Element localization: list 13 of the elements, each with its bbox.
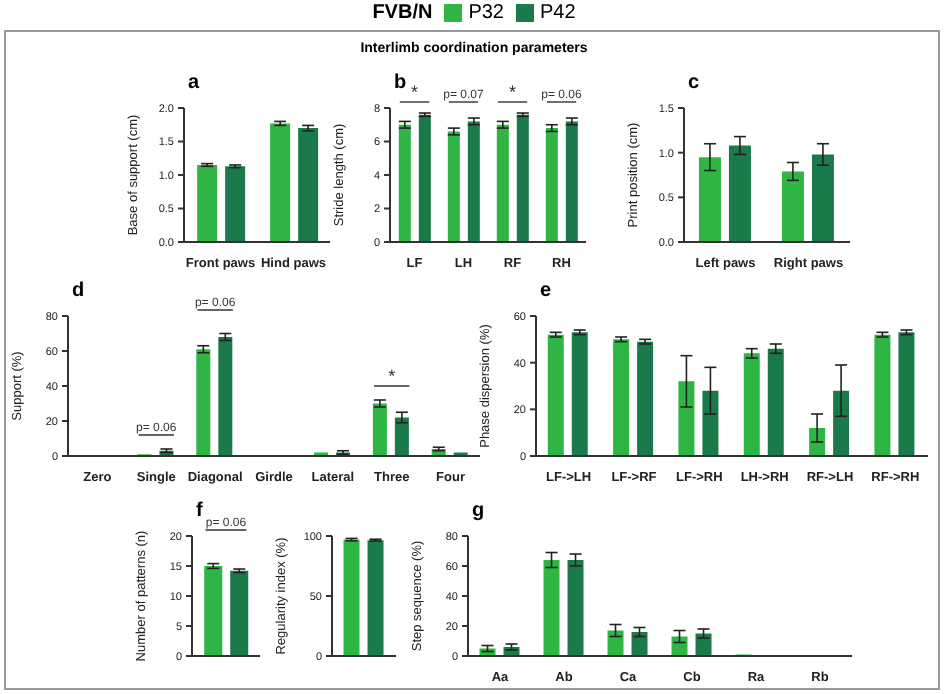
chart-title: a xyxy=(188,72,200,94)
chart-title: c xyxy=(688,72,700,94)
legend-title: FVB/N xyxy=(372,2,433,24)
legend-label: P32 xyxy=(466,2,504,24)
annotation: * xyxy=(388,366,397,386)
chart-title: g xyxy=(472,500,485,522)
text: * xyxy=(410,82,419,102)
chart-title: f xyxy=(196,500,203,522)
chart-title: d xyxy=(72,280,85,302)
legend-label: P42 xyxy=(538,2,576,24)
chart-title: e xyxy=(540,280,552,302)
chart-title: b xyxy=(394,72,407,94)
text: * xyxy=(508,82,517,102)
